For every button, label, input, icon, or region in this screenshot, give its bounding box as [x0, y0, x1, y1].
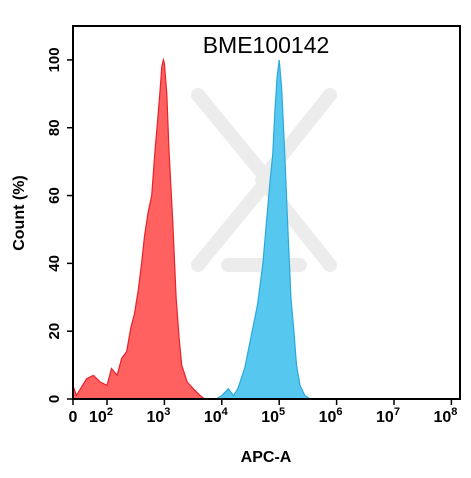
y-tick-label: 100	[46, 47, 63, 72]
y-axis-label: Count (%)	[11, 175, 28, 251]
plot-frame	[72, 25, 461, 400]
x-axis: 0 102 103 104 105 106 107 108	[69, 399, 457, 426]
y-tick-label: 40	[46, 255, 63, 272]
y-tick-label: 0	[46, 395, 63, 403]
x-tick-label: 108	[433, 406, 457, 426]
x-tick-label: 0	[69, 409, 78, 426]
y-tick-label: 20	[46, 323, 63, 340]
x-axis-label: APC-A	[241, 449, 292, 466]
x-tick-label: 104	[204, 406, 229, 426]
chart-title: BME100142	[203, 32, 330, 58]
x-tick-label: 105	[261, 406, 285, 426]
x-tick-label: 107	[376, 406, 400, 426]
x-tick-label: 102	[89, 406, 113, 426]
histogram-area-2	[214, 59, 313, 400]
y-axis: 0 20 40 60 80 100	[46, 47, 73, 403]
x-tick-label: 103	[146, 406, 170, 426]
x-tick-label: 106	[319, 406, 343, 426]
histogram-area-1	[72, 57, 207, 400]
y-tick-label: 60	[46, 187, 63, 204]
y-tick-label: 80	[46, 119, 63, 136]
watermark-logo	[191, 88, 337, 272]
plot-areas	[72, 57, 313, 400]
